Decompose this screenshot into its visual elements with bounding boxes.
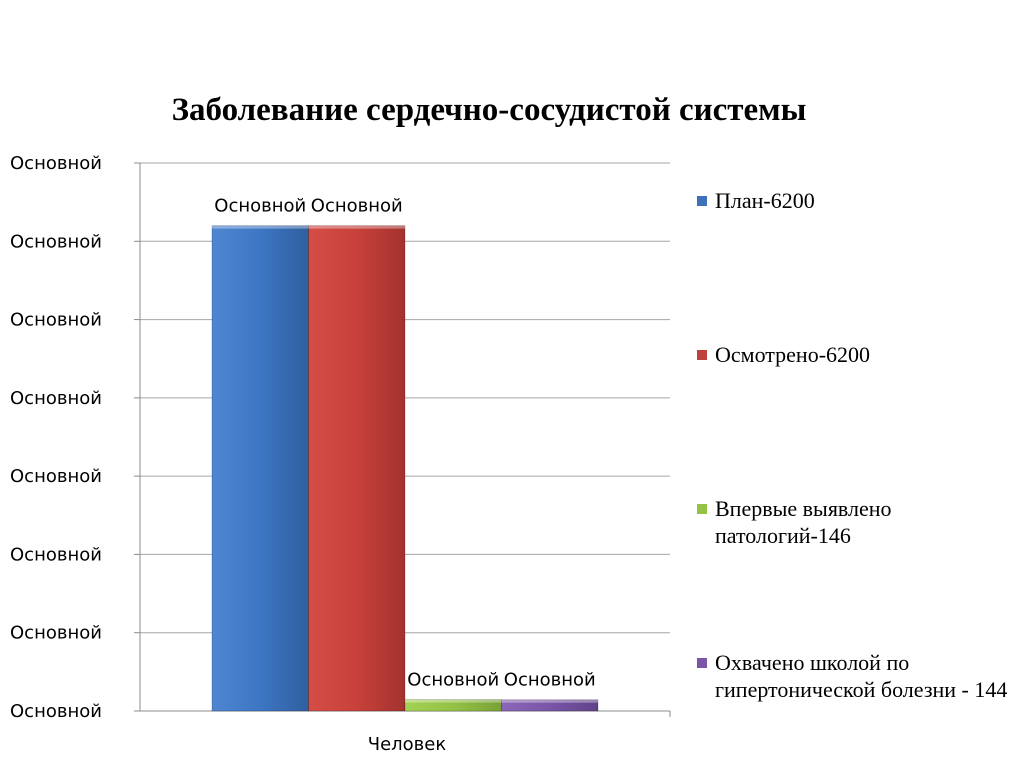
- data-label-series-2: Основной: [311, 196, 403, 217]
- bar-series-2: [308, 225, 406, 712]
- axes: ОсновнойОсновнойОсновнойОсновнойОсновной…: [10, 153, 671, 755]
- bar-series-4: [501, 699, 599, 712]
- bar-highlight-1: [212, 225, 309, 229]
- data-label-series-3: Основной: [407, 670, 499, 691]
- bar-highlight-3: [405, 699, 502, 703]
- y-tick-label: Основной: [10, 388, 102, 409]
- bar-highlight-2: [308, 225, 405, 229]
- y-tick-label: Основной: [10, 623, 102, 644]
- legend-swatch-examined: [697, 350, 707, 360]
- legend-label-detected: Впервые выявлено патологий-146: [715, 496, 892, 548]
- data-label-series-1: Основной: [214, 196, 306, 217]
- legend-swatch-school: [697, 658, 707, 668]
- legend-swatch-detected: [697, 504, 707, 514]
- legend-label-school: Охвачено школой по гипертонической болез…: [715, 650, 1008, 702]
- chart-title: Заболевание сердечно-сосудистой системы: [171, 92, 807, 128]
- y-tick-label: Основной: [10, 231, 102, 252]
- y-tick-label: Основной: [10, 310, 102, 331]
- legend-label-plan: План-6200: [715, 188, 815, 213]
- y-tick-label: Основной: [10, 544, 102, 565]
- legend-label-examined: Осмотрено-6200: [715, 342, 871, 367]
- y-tick-label: Основной: [10, 466, 102, 487]
- x-category-label: Человек: [368, 734, 447, 755]
- bar-highlight-4: [501, 699, 598, 703]
- bars: [211, 225, 599, 712]
- legend-swatch-plan: [697, 196, 707, 206]
- bar-series-1: [211, 225, 309, 712]
- y-tick-label: Основной: [10, 153, 102, 174]
- data-label-series-4: Основной: [504, 670, 596, 691]
- y-tick-label: Основной: [10, 701, 102, 722]
